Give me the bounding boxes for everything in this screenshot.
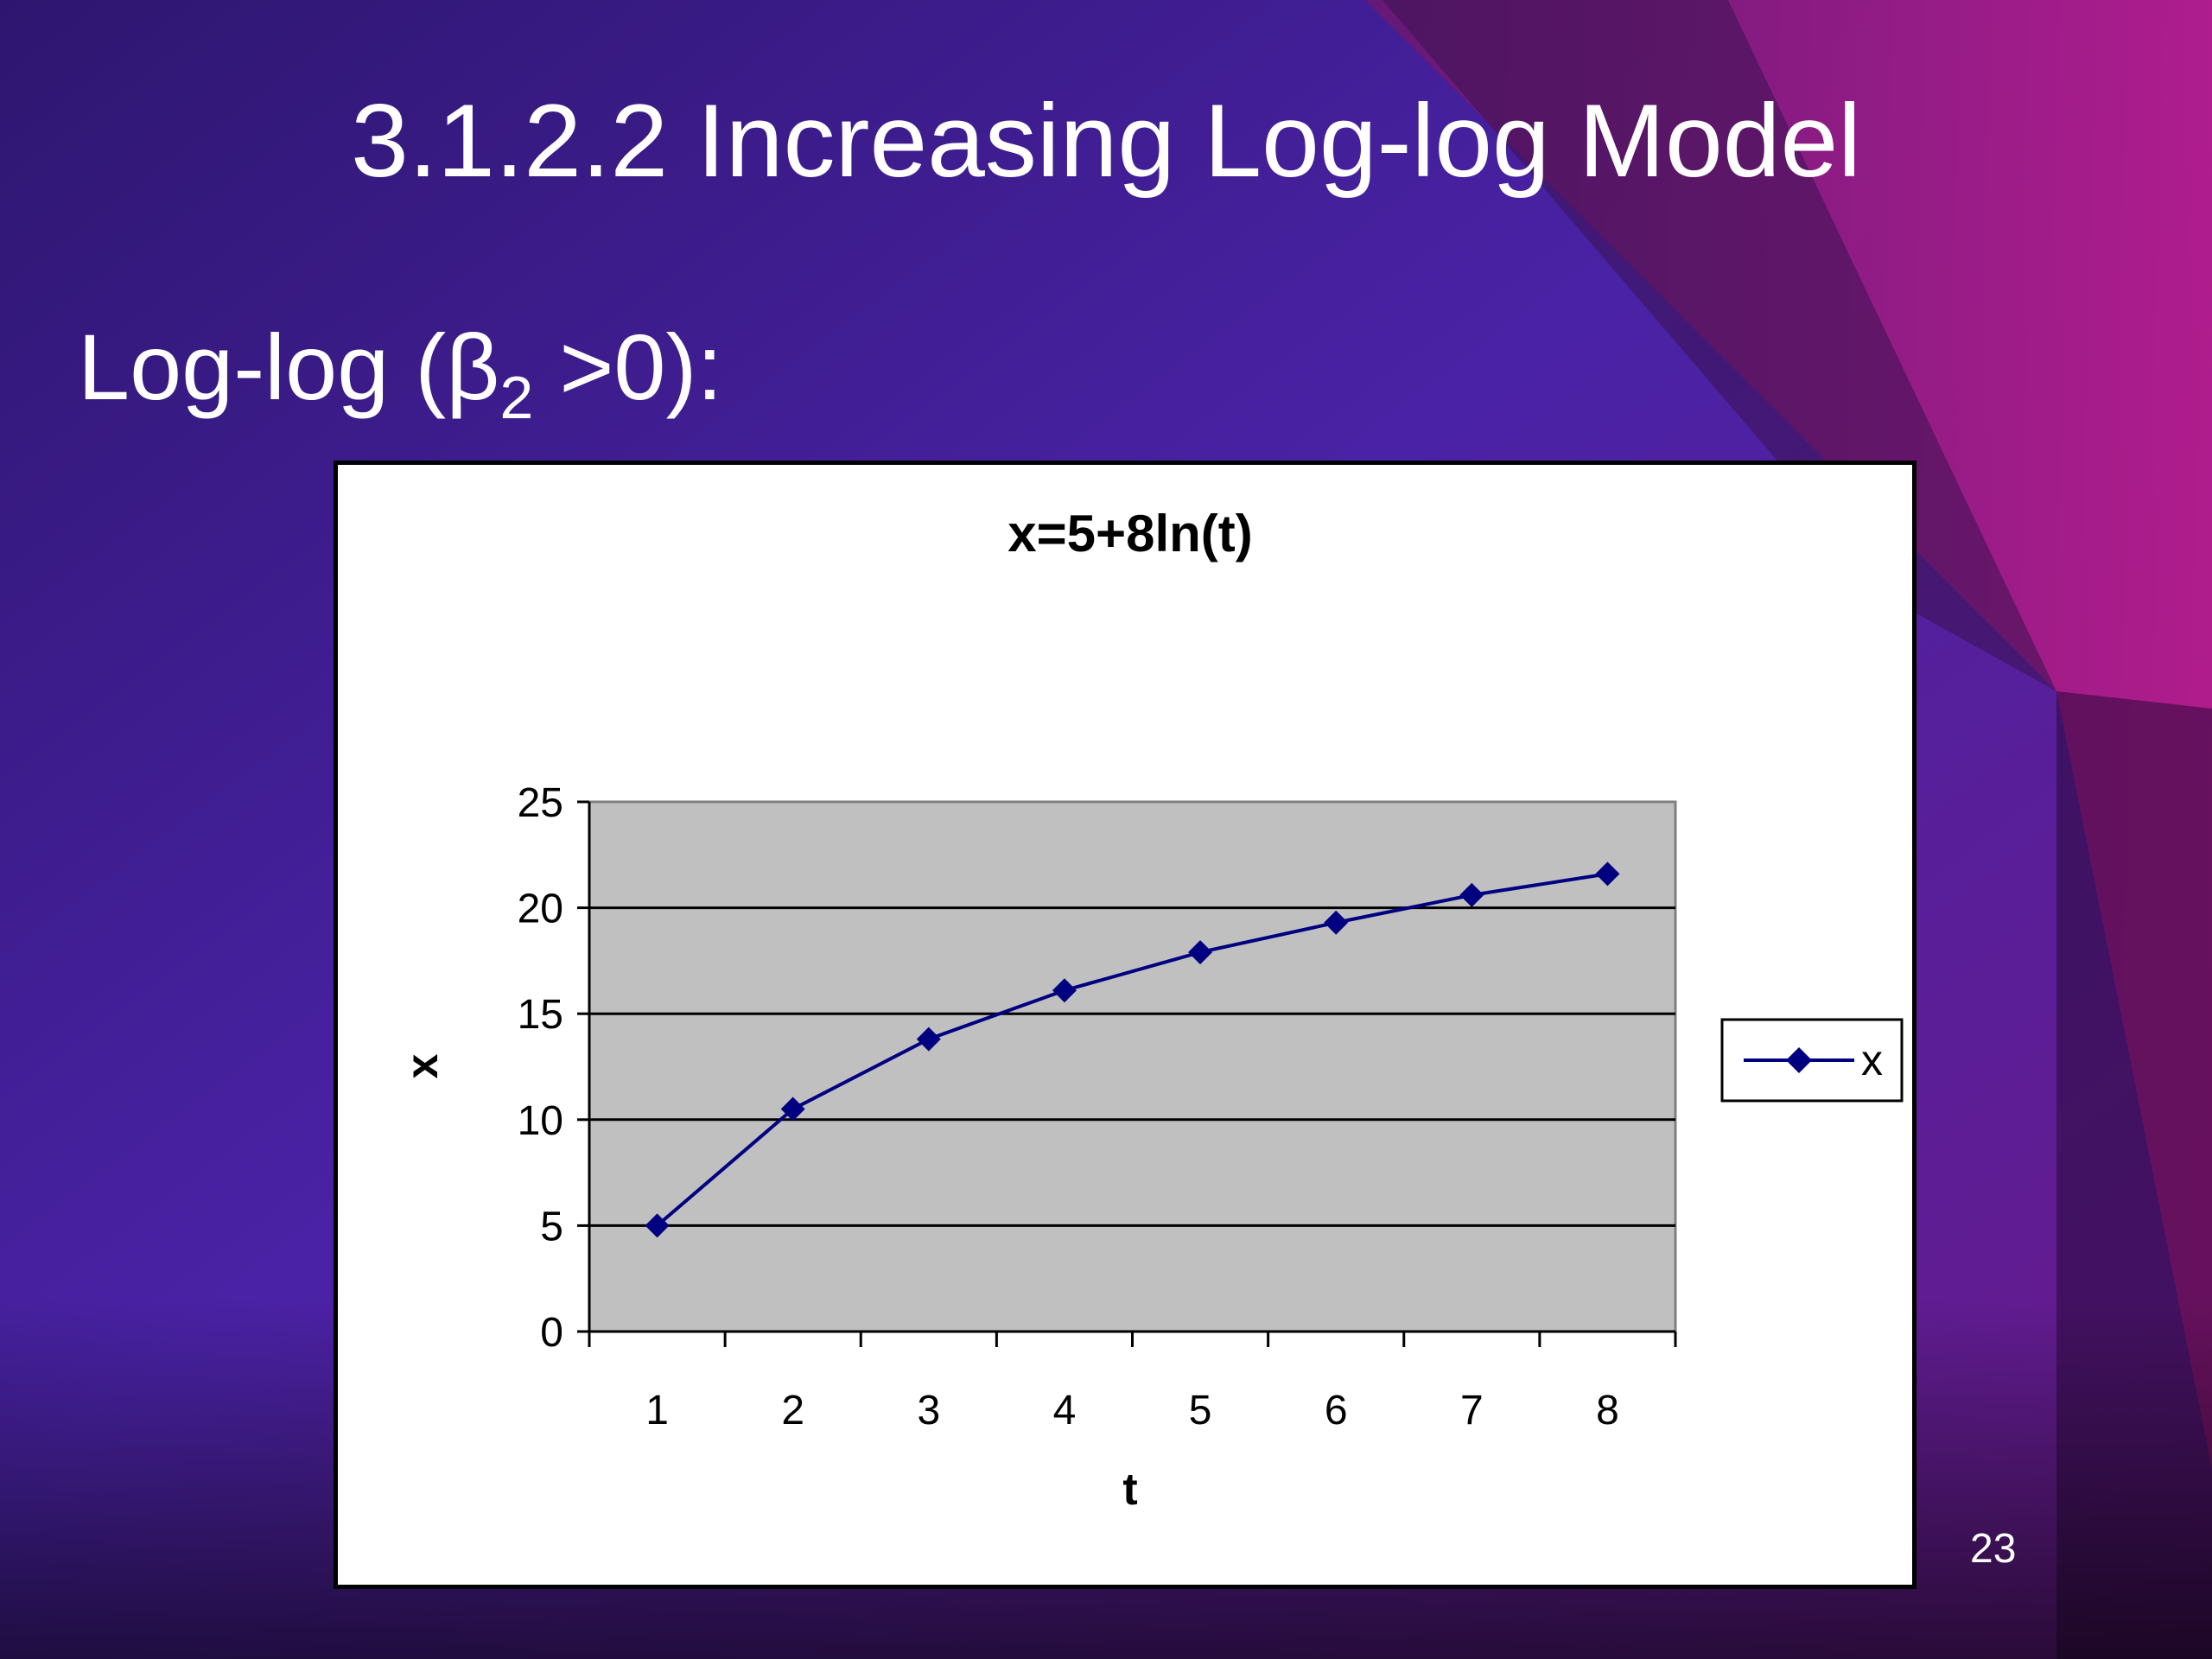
y-tick-label: 15 [518,992,563,1038]
subtitle-subscript: 2 [499,364,534,431]
y-tick-label: 25 [518,780,563,826]
data-point-marker [645,1213,670,1238]
x-tick-label: 1 [645,1388,669,1433]
line-chart: x=5+8ln(t) 0 5 10 15 20 25 1 2 3 4 5 6 7 8 x t x [397,505,1904,1515]
legend-marker [1786,1047,1812,1073]
data-point-marker [1188,940,1213,965]
x-tick-label: 3 [917,1388,940,1433]
data-point-marker [1052,978,1077,1003]
slide-title: 3.1.2.2 Increasing Log-log Model [351,83,1861,199]
data-point-marker [1595,861,1620,887]
y-axis-label: x [397,1053,448,1078]
x-axis-label: t [1122,1465,1137,1515]
legend-label: x [1861,1036,1883,1084]
plot-area: 0 5 10 15 20 25 1 2 3 4 5 6 7 8 [518,780,1677,1433]
y-tick-label: 5 [540,1204,563,1249]
plot-background [588,800,1677,1333]
y-tick-label: 10 [518,1098,563,1144]
page-number: 23 [1970,1526,2017,1572]
data-point-marker [780,1096,805,1122]
x-tick-label: 4 [1053,1388,1077,1433]
x-tick-label: 2 [781,1388,804,1433]
x-tick-label: 8 [1596,1388,1619,1433]
data-point-marker [1324,910,1349,935]
y-tick-label: 20 [518,887,563,932]
chart-panel: x=5+8ln(t) 0 5 10 15 20 25 1 2 3 4 5 6 7 8 x t x [334,461,1916,1589]
x-tick-label: 5 [1189,1388,1212,1433]
x-tick-label: 7 [1460,1388,1484,1433]
data-point-marker [916,1027,941,1052]
series-line [656,872,1608,1227]
chart-title: x=5+8ln(t) [1007,505,1252,563]
subtitle-main: Log-log (β [78,315,500,419]
subtitle-tail: >0): [533,315,723,419]
y-tick-label: 0 [540,1310,563,1356]
x-tick-label: 6 [1325,1388,1348,1433]
slide-subtitle: Log-log (β2 >0): [78,307,722,458]
legend: x [1720,1018,1904,1103]
